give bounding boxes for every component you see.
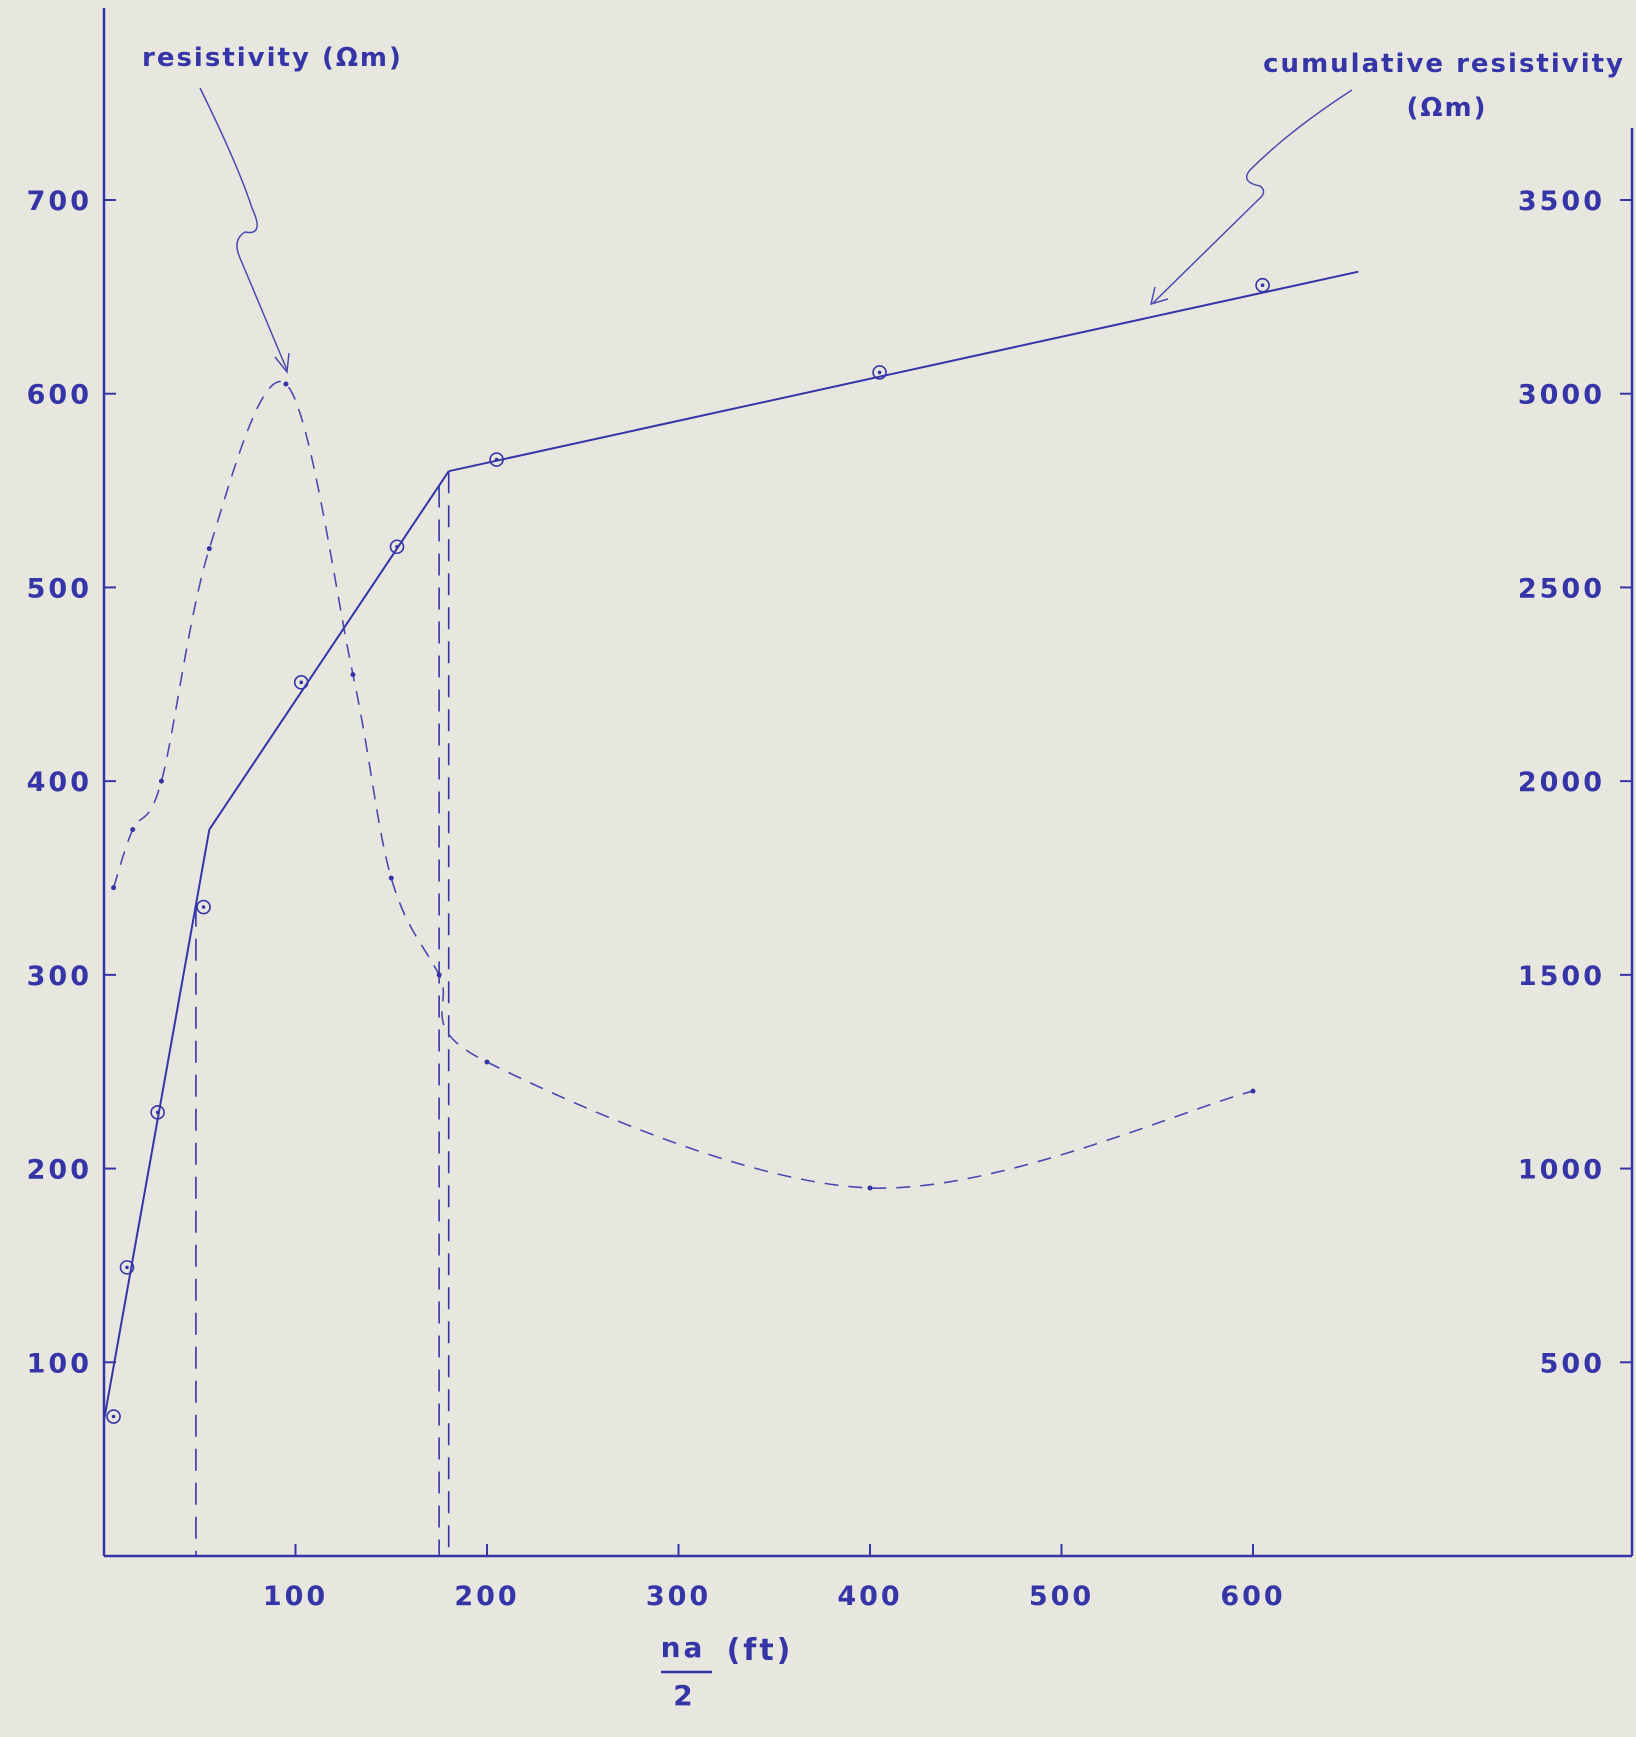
cumulative-data-point-center: [395, 544, 399, 549]
left-y-tick-label: 200: [27, 1155, 92, 1186]
x-tick-label: 400: [837, 1581, 902, 1612]
resistivity-data-point: [130, 827, 136, 833]
resistivity-data-point: [484, 1059, 490, 1065]
resistivity-curve: [112, 380, 1254, 1189]
right-y-tick-label: 2000: [1518, 767, 1605, 798]
resistivity-data-point: [350, 672, 356, 678]
x-axis-label-denominator: 2: [673, 1679, 692, 1712]
resistivity-data-point: [436, 972, 442, 978]
right-y-tick-label: 2500: [1518, 573, 1605, 604]
cumulative-data-point: [389, 539, 405, 555]
resistivity-data-point: [1250, 1088, 1256, 1094]
left-y-tick-label: 700: [27, 186, 92, 217]
x-tick-label: 100: [263, 1581, 328, 1612]
cumulative-fit-line: [208, 470, 450, 831]
cumulative-data-point-center: [201, 905, 206, 909]
right-y-tick-label: 1000: [1518, 1155, 1605, 1186]
x-tick-label: 600: [1220, 1581, 1285, 1612]
left-y-tick-label: 400: [27, 767, 92, 798]
layer-boundary-markers: [195, 471, 450, 1556]
x-tick-label: 300: [646, 1581, 711, 1612]
left-y-tick-label: 500: [27, 573, 92, 604]
cumulative-data-point: [1255, 277, 1270, 293]
resistivity-data-point: [158, 778, 164, 784]
x-tick-label: 500: [1029, 1581, 1094, 1612]
resistivity-data-point: [283, 381, 289, 387]
left-y-tick-label: 300: [27, 961, 92, 992]
x-axis-label-unit: (ft): [727, 1633, 794, 1668]
cumulative-data-point: [150, 1105, 165, 1120]
axes: [102, 8, 1634, 1558]
cumulative-data-point-center: [877, 370, 882, 375]
right-y-tick-label: 3000: [1518, 380, 1605, 411]
cumulative-data-point-center: [299, 680, 304, 685]
resistivity-data-point: [111, 885, 117, 891]
tick-labels: 100 200 300 400 500 600 700 500 1000 1500 2000 2500…: [27, 186, 1605, 1612]
cumulative-resistivity-axis-label: cumulative resistivity: [1263, 49, 1625, 79]
right-y-tick-label: 1500: [1518, 961, 1605, 992]
cumulative-resistivity-annotation-arrow: [1152, 89, 1353, 304]
cumulative-data-point: [489, 452, 504, 467]
cumulative-data-point-center: [1260, 283, 1265, 288]
cumulative-fit-line: [103, 829, 211, 1421]
cumulative-data-point-center: [155, 1110, 160, 1115]
cumulative-data-point: [293, 675, 309, 690]
resistivity-data-point: [388, 875, 394, 881]
resistivity-arrowhead: [274, 352, 290, 374]
cumulative-data-point: [106, 1409, 121, 1424]
cumulative-data-point: [872, 365, 887, 380]
cumulative-resistivity-unit-label: (Ωm): [1407, 93, 1488, 123]
left-y-tick-label: 600: [27, 380, 92, 411]
resistivity-annotation-arrow: [199, 87, 288, 371]
cumulative-resistivity-series: [103, 270, 1359, 1424]
right-y-tick-label: 3500: [1518, 186, 1605, 217]
resistivity-data-point: [867, 1185, 873, 1191]
resistivity-axis-label: resistivity (Ωm): [142, 43, 403, 73]
right-y-tick-label: 500: [1540, 1348, 1605, 1379]
cumulative-data-point: [119, 1260, 135, 1275]
x-tick-label: 200: [454, 1581, 519, 1612]
x-axis-label-numerator: na: [661, 1631, 706, 1664]
cumulative-data-point-center: [494, 457, 499, 462]
cumulative-data-point: [196, 899, 211, 915]
resistivity-data-point: [206, 546, 212, 552]
cumulative-data-point-center: [125, 1265, 129, 1270]
cumulative-data-point-center: [111, 1414, 116, 1419]
cumulative-resistivity-arrowhead: [1149, 286, 1169, 306]
cumulative-fit-line: [448, 270, 1359, 473]
left-y-tick-label: 100: [27, 1348, 92, 1379]
resistivity-series: [111, 380, 1256, 1191]
